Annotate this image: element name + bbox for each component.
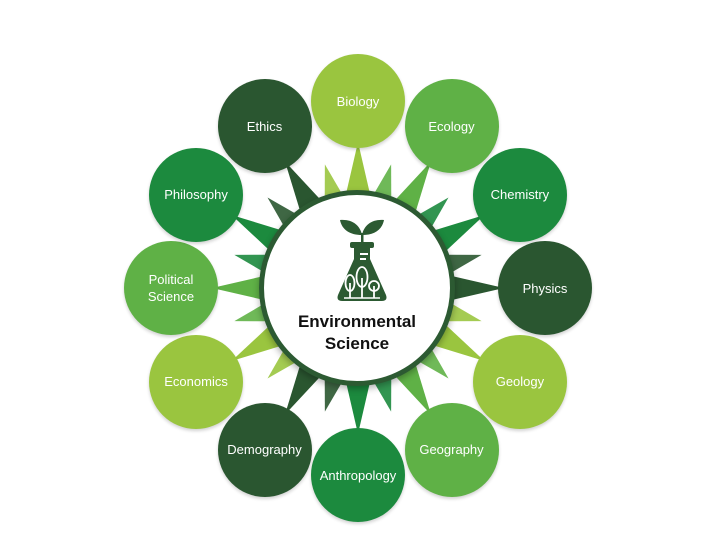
discipline-node: Anthropology: [311, 428, 405, 522]
hub-circle: Environmental Science: [259, 190, 455, 386]
spoke: [445, 303, 482, 322]
discipline-node: Ethics: [217, 79, 312, 174]
discipline-node: Political Science: [124, 241, 218, 335]
discipline-label: Demography: [227, 442, 302, 458]
discipline-label: Philosophy: [164, 187, 228, 202]
spoke: [394, 161, 431, 214]
spoke: [432, 215, 485, 252]
discipline-label: Geology: [495, 374, 545, 389]
discipline-label: Anthropology: [319, 467, 397, 483]
discipline-label: Biology: [336, 93, 380, 109]
discipline-label: Political Science: [147, 272, 195, 304]
spoke: [445, 254, 482, 273]
spoke: [373, 375, 392, 412]
discipline-node: Ecology: [404, 79, 499, 174]
discipline-node: Geology: [472, 334, 567, 429]
spoke: [394, 362, 431, 415]
spoke: [373, 164, 392, 201]
discipline-label: Ethics: [246, 118, 283, 134]
discipline-label: Geography: [419, 442, 484, 458]
discipline-label: Physics: [522, 280, 568, 296]
discipline-node: Biology: [311, 54, 405, 148]
discipline-label: Chemistry: [490, 187, 550, 202]
spoke: [212, 275, 265, 301]
discipline-label: Economics: [164, 374, 228, 389]
discipline-node: Demography: [217, 402, 312, 497]
discipline-node: Geography: [404, 402, 499, 497]
discipline-node: Philosophy: [149, 147, 244, 242]
spoke: [345, 142, 371, 195]
spoke: [345, 381, 371, 434]
spoke: [451, 275, 504, 301]
spoke: [432, 324, 485, 361]
discipline-node: Physics: [498, 241, 592, 335]
discipline-label: Ecology: [428, 118, 475, 134]
spoke: [324, 375, 343, 412]
flask-with-plants-icon: [337, 219, 387, 301]
hub-title: Environmental Science: [297, 312, 417, 353]
discipline-node: Economics: [149, 334, 244, 429]
discipline-node: Chemistry: [472, 147, 567, 242]
